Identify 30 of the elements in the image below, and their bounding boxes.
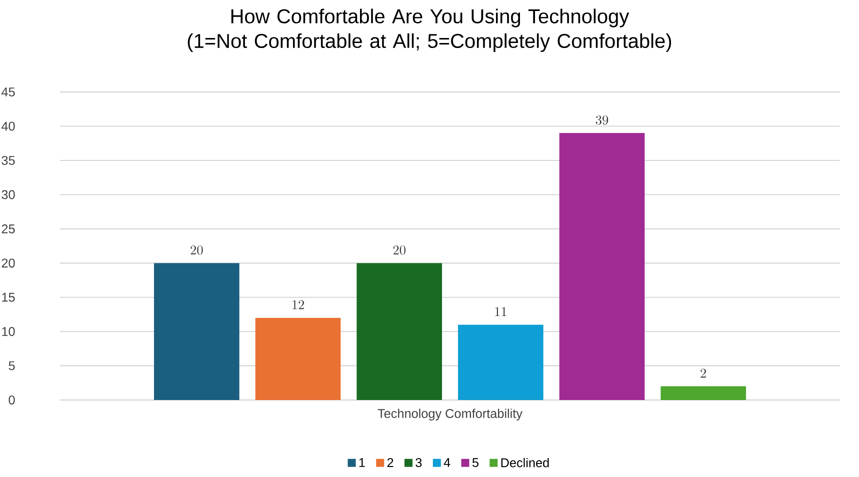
- bar: [255, 318, 341, 400]
- bar: [559, 133, 645, 400]
- data-label: 20: [190, 246, 203, 255]
- bar: [660, 386, 746, 400]
- x-tick-label: Technology Comfortability: [378, 408, 522, 421]
- bar: [154, 263, 240, 400]
- y-tick-label: 40: [2, 122, 15, 131]
- legend-label: 5: [472, 458, 478, 468]
- data-label: 20: [393, 246, 406, 255]
- bar: [458, 324, 544, 400]
- chart-title: How Comfortable Are You Using Technology (1=Not Comfortable at All; 5=Completely Comfortable): [188, 8, 672, 52]
- legend-label: 4: [444, 458, 450, 467]
- data-label: 12: [292, 300, 304, 310]
- y-tick-label: 5: [8, 361, 15, 370]
- data-label: 39: [596, 115, 608, 125]
- bar: [356, 263, 442, 400]
- legend-label: 3: [416, 458, 422, 468]
- legend-label: 2: [387, 458, 394, 467]
- y-tick-label: 45: [2, 88, 15, 96]
- y-tick-label: 25: [2, 224, 15, 234]
- data-label: 11: [495, 307, 506, 316]
- y-tick-label: 15: [2, 292, 15, 302]
- y-tick-label: 35: [2, 156, 15, 165]
- y-tick-label: 0: [8, 396, 15, 404]
- data-label: 2: [700, 368, 706, 378]
- y-tick-label: 20: [2, 258, 15, 268]
- y-tick-label: 10: [2, 327, 15, 336]
- legend-label: 1: [359, 458, 365, 467]
- legend-label: Declined: [501, 458, 549, 468]
- y-tick-label: 30: [2, 190, 15, 200]
